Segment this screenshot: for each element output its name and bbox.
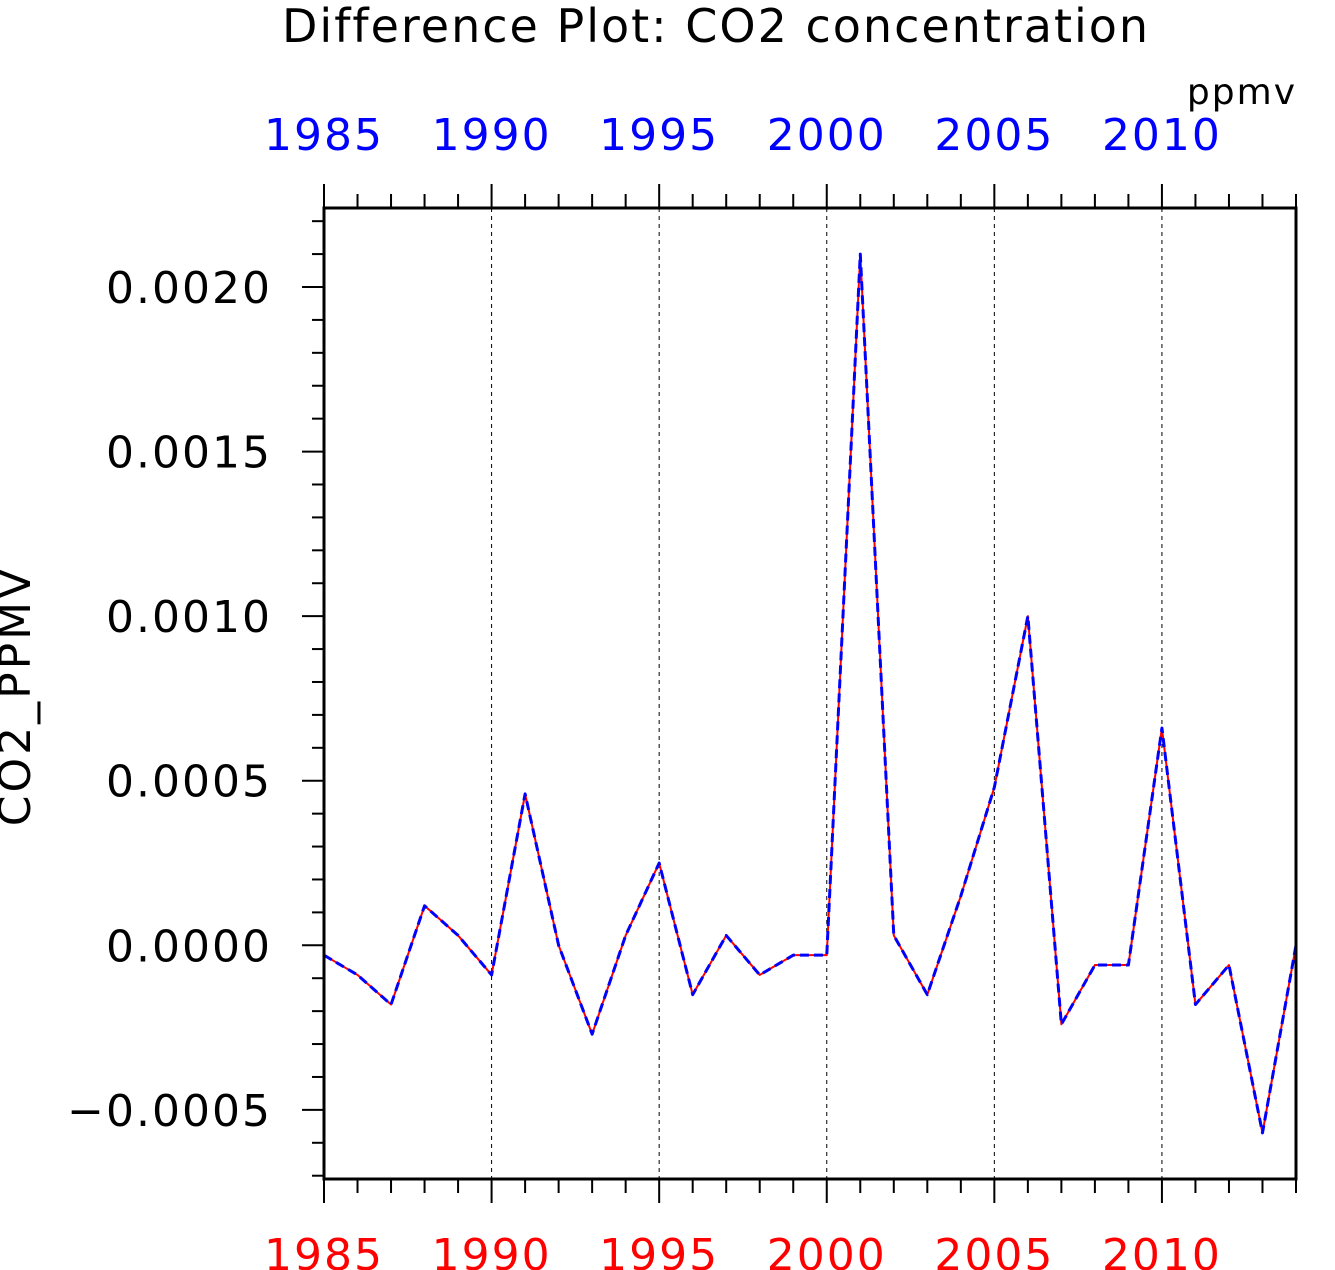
bottom-x-tick-label-2000: 2000 xyxy=(767,1230,887,1270)
chart-units-label: ppmv xyxy=(1187,72,1297,113)
top-x-tick-label-2010: 2010 xyxy=(1102,110,1222,161)
bottom-x-tick-label-2005: 2005 xyxy=(934,1230,1054,1270)
top-x-tick-label-1990: 1990 xyxy=(432,110,552,161)
bottom-x-tick-label-1985: 1985 xyxy=(264,1230,384,1270)
top-x-tick-label-1995: 1995 xyxy=(599,110,719,161)
y-axis-label: CO2_PPMV xyxy=(0,566,41,826)
tick-labels: 1985 1990 1995 2000 2005 2010 1985 1990 1995 2000… xyxy=(67,110,1222,1270)
bottom-x-tick-label-1990: 1990 xyxy=(432,1230,552,1270)
series-line-1 xyxy=(323,252,1298,1135)
bottom-x-tick-label-2010: 2010 xyxy=(1102,1230,1222,1270)
y-tick-label-5: 0.0020 xyxy=(106,263,272,314)
top-x-tick-label-1985: 1985 xyxy=(264,110,384,161)
bottom-x-tick-label-1995: 1995 xyxy=(599,1230,719,1270)
series-layer xyxy=(323,252,1298,1135)
y-tick-label-3: 0.0010 xyxy=(106,592,272,643)
y-tick-label-2: 0.0005 xyxy=(106,757,272,808)
top-x-tick-label-2005: 2005 xyxy=(934,110,1054,161)
vertical-grid-lines xyxy=(491,208,1163,1179)
plot-frame xyxy=(322,206,1298,1181)
y-tick-label-0: −0.0005 xyxy=(67,1086,272,1137)
top-x-tick-label-2000: 2000 xyxy=(767,110,887,161)
y-tick-label-4: 0.0015 xyxy=(106,428,272,479)
y-tick-label-1: 0.0000 xyxy=(106,921,272,972)
chart-title: Difference Plot: CO2 concentration xyxy=(282,0,1150,53)
axis-ticks xyxy=(302,184,1297,1203)
series-line-0 xyxy=(323,253,1297,1134)
